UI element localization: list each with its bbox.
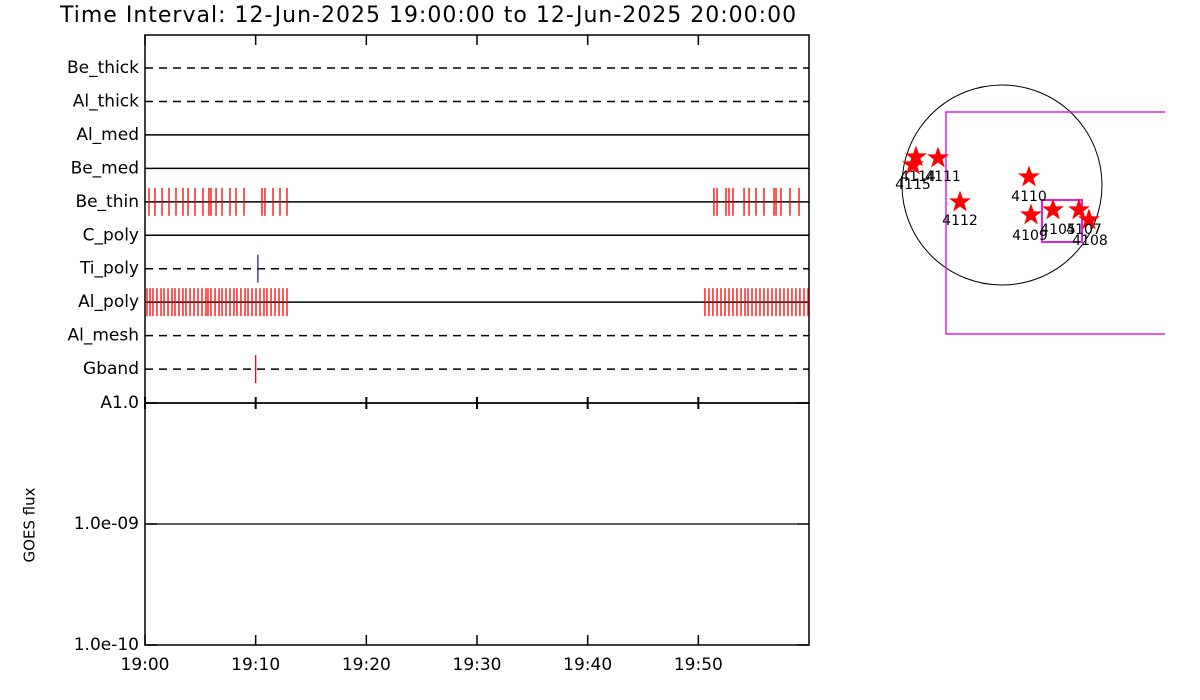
x-tick-label: 19:10 (231, 655, 280, 675)
region-label: 4105 (1040, 222, 1076, 238)
region-label: 4109 (1012, 228, 1048, 244)
x-tick-label: 19:00 (121, 655, 170, 675)
region-label: 4108 (1072, 233, 1108, 249)
row-label: Al_mesh (67, 326, 139, 346)
region-star (1078, 208, 1100, 230)
y-tick-label: 1.0e-10 (74, 635, 139, 655)
row-label: Be_thick (67, 58, 139, 78)
row-label: C_poly (83, 225, 139, 245)
y-tick-label: A1.0 (100, 393, 139, 413)
chart-title: Time Interval: 12-Jun-2025 19:00:00 to 1… (59, 3, 797, 28)
y-tick-label: 1.0e-09 (74, 514, 139, 534)
region-label: 4115 (895, 177, 931, 193)
region-label: 4112 (942, 213, 978, 229)
fov-box (945, 111, 1165, 335)
region-label: 4111 (925, 169, 961, 185)
x-tick-label: 19:30 (453, 655, 502, 675)
region-star (949, 190, 971, 212)
region-star (902, 153, 924, 175)
region-label: 4110 (1011, 189, 1047, 205)
row-label: Be_thin (75, 192, 139, 212)
timeline-frame (144, 34, 810, 404)
row-label: Be_med (71, 158, 139, 178)
region-star (905, 145, 927, 167)
region-label: 4114 (900, 169, 936, 185)
x-tick-label: 19:50 (674, 655, 723, 675)
y-axis-label: GOES flux (21, 487, 39, 562)
solar-disk (901, 84, 1103, 286)
small-fov-box (1041, 199, 1083, 243)
row-label: Ti_poly (79, 259, 139, 279)
region-star (1020, 203, 1042, 225)
row-label: Al_poly (78, 292, 139, 312)
region-star (1042, 198, 1064, 220)
region-label: 4107 (1066, 222, 1102, 238)
region-star (1068, 198, 1090, 220)
x-tick-label: 19:40 (563, 655, 612, 675)
region-star (1018, 165, 1040, 187)
region-star (927, 146, 949, 168)
x-tick-label: 19:20 (342, 655, 391, 675)
row-label: Al_med (76, 125, 139, 145)
row-label: Gband (83, 359, 139, 379)
row-label: Al_thick (73, 91, 139, 111)
